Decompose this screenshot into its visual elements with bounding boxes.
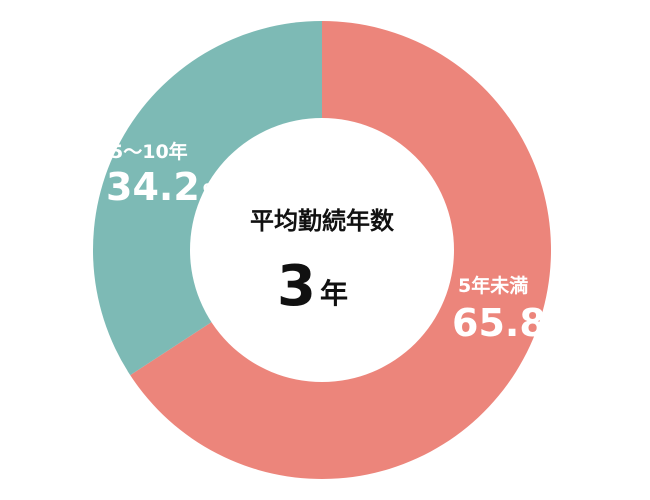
center-title: 平均勤続年数: [250, 207, 395, 235]
slice-value-under-5-years: 65.8%: [452, 301, 571, 345]
center-value: 3: [277, 254, 316, 319]
slice-value-unit: %: [549, 317, 571, 342]
slice-label-under-5-years: 5年未満: [458, 274, 528, 297]
slice-value-number: 65.8: [452, 301, 546, 345]
slice-value-number: 34.2: [106, 165, 200, 209]
donut-hole: [190, 118, 454, 382]
slice-value-5-to-10-years: 34.2%: [106, 165, 225, 209]
center-unit: 年: [320, 277, 348, 310]
slice-value-unit: %: [203, 181, 225, 206]
slice-label-5-to-10-years: 5～10年: [110, 140, 188, 163]
